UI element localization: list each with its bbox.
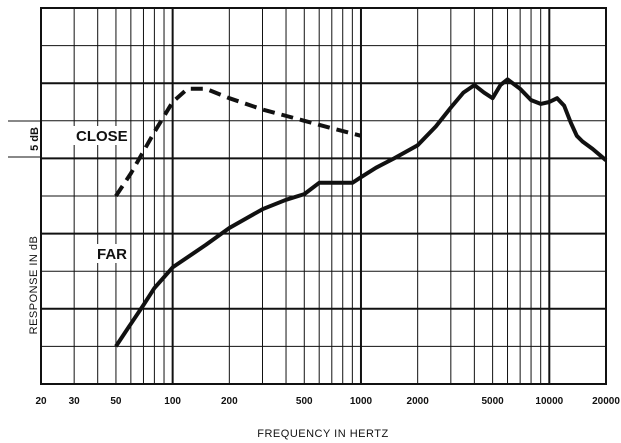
x-axis-title: FREQUENCY IN HERTZ: [257, 428, 388, 440]
x-tick-label: 20: [35, 396, 47, 407]
y-axis-title: RESPONSE IN dB: [28, 236, 40, 335]
scale-label: 5 dB: [29, 127, 41, 151]
series-label-far: FAR: [97, 246, 127, 263]
series-line-close: [114, 86, 362, 198]
x-tick-label: 200: [221, 396, 238, 407]
plot-frame: [40, 7, 607, 385]
grid: [41, 8, 606, 384]
series-line-far: [114, 77, 608, 348]
x-tick-label: 500: [296, 396, 313, 407]
x-tick-labels: 20 30 50 100 200 500 1000 2000 5000 10000 20000: [35, 396, 620, 407]
x-tick-label: 30: [69, 396, 81, 407]
x-tick-label: 10000: [535, 396, 563, 407]
series-label-bg-far: [94, 244, 130, 263]
x-tick-label: 100: [164, 396, 181, 407]
series-labels: CLOSE FAR: [73, 126, 130, 263]
x-tick-label: 1000: [350, 396, 373, 407]
x-tick-label: 20000: [592, 396, 620, 407]
series-label-bg-close: [73, 126, 130, 145]
x-tick-label: 2000: [407, 396, 430, 407]
series: [114, 77, 608, 348]
x-tick-label: 5000: [481, 396, 504, 407]
series-label-close: CLOSE: [76, 128, 128, 145]
x-tick-label: 50: [110, 396, 122, 407]
